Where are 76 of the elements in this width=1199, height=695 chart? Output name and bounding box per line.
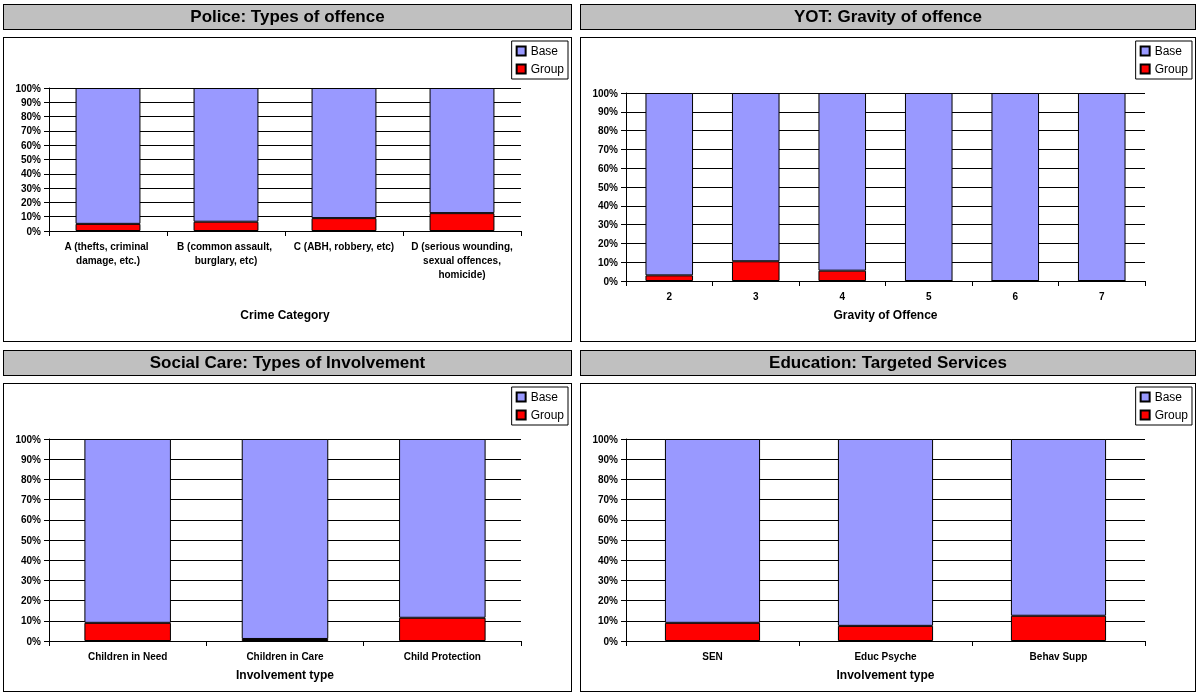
x-tick-label: Children in Care [246,650,325,662]
legend-label: Base [530,44,559,58]
x-tick-label: 7 [1098,290,1105,302]
y-tick-label: 30% [20,182,42,194]
x-tick-label: 2 [666,290,673,302]
legend-label: Group [1154,62,1189,76]
x-tick-label: SEN [702,650,723,662]
y-tick-label: 10% [20,615,42,627]
y-tick-label: 20% [20,595,42,607]
y-tick-label: 10% [597,256,619,268]
chart-title: Social Care: Types of Involvement [3,350,572,376]
x-axis-title: Gravity of Offence [833,308,938,322]
x-tick-label: A (thefts, criminal damage, etc.) [64,240,152,266]
x-tick-label: 6 [1012,290,1019,302]
y-tick-label: 50% [597,534,619,546]
y-tick-label: 30% [597,574,619,586]
y-tick-label: 10% [20,211,42,223]
x-tick-label: Child Protection [403,650,481,662]
y-tick-label: 20% [597,595,619,607]
y-tick-label: 70% [20,494,42,506]
y-tick-label: 60% [597,514,619,526]
x-axis-title: Involvement type [235,668,335,682]
y-tick-label: 100% [15,82,42,94]
legend-label: Group [530,62,565,76]
y-tick-label: 0% [603,275,619,287]
y-tick-label: 70% [597,143,619,155]
y-tick-label: 90% [597,106,619,118]
y-tick-label: 60% [20,514,42,526]
x-tick-label: 4 [839,290,846,302]
y-tick-label: 90% [20,453,42,465]
y-tick-label: 10% [597,615,619,627]
y-tick-label: 50% [597,181,619,193]
legend-label: Base [530,390,559,404]
y-tick-label: 40% [20,168,42,180]
legend-label: Base [1154,390,1183,404]
chart-title: YOT: Gravity of offence [580,4,1196,30]
y-tick-label: 80% [20,473,42,485]
y-tick-label: 90% [20,96,42,108]
chart-title: Education: Targeted Services [580,350,1196,376]
y-tick-label: 100% [592,87,619,99]
y-tick-label: 40% [20,554,42,566]
y-tick-label: 30% [597,219,619,231]
y-tick-label: 0% [26,635,42,647]
y-tick-label: 70% [20,125,42,137]
legend-label: Group [530,408,565,422]
y-tick-label: 80% [20,111,42,123]
y-tick-label: 50% [20,154,42,165]
y-tick-label: 50% [20,534,42,546]
y-tick-label: 20% [20,196,42,208]
y-tick-label: 80% [597,473,619,485]
x-tick-label: Behav Supp [1029,650,1088,662]
y-tick-label: 90% [597,453,619,465]
y-tick-label: 100% [592,433,619,445]
y-tick-label: 30% [20,574,42,586]
chart-title: Police: Types of offence [3,4,572,30]
y-tick-label: 70% [597,494,619,506]
y-tick-label: 0% [26,225,42,237]
y-tick-label: 60% [597,162,619,174]
x-tick-label: Educ Psyche [854,650,918,662]
y-tick-label: 40% [597,200,619,212]
x-tick-label: 5 [925,290,932,302]
x-tick-label: 3 [752,290,759,302]
y-tick-label: 40% [597,554,619,566]
x-tick-label: D (serious wounding, sexual offences, homicide) [411,240,514,280]
y-tick-label: 80% [597,125,619,137]
x-axis-title: Crime Category [240,308,330,322]
x-tick-label: B (common assault, burglary, etc) [177,240,275,266]
y-tick-label: 20% [597,237,619,249]
y-tick-label: 100% [15,433,42,445]
legend-label: Group [1154,408,1189,422]
x-tick-label: C (ABH, robbery, etc) [293,240,395,252]
legend-label: Base [1154,44,1183,58]
y-tick-label: 60% [20,139,42,151]
y-tick-label: 0% [603,635,619,647]
x-axis-title: Involvement type [836,668,935,682]
x-tick-label: Children in Need [87,650,168,662]
